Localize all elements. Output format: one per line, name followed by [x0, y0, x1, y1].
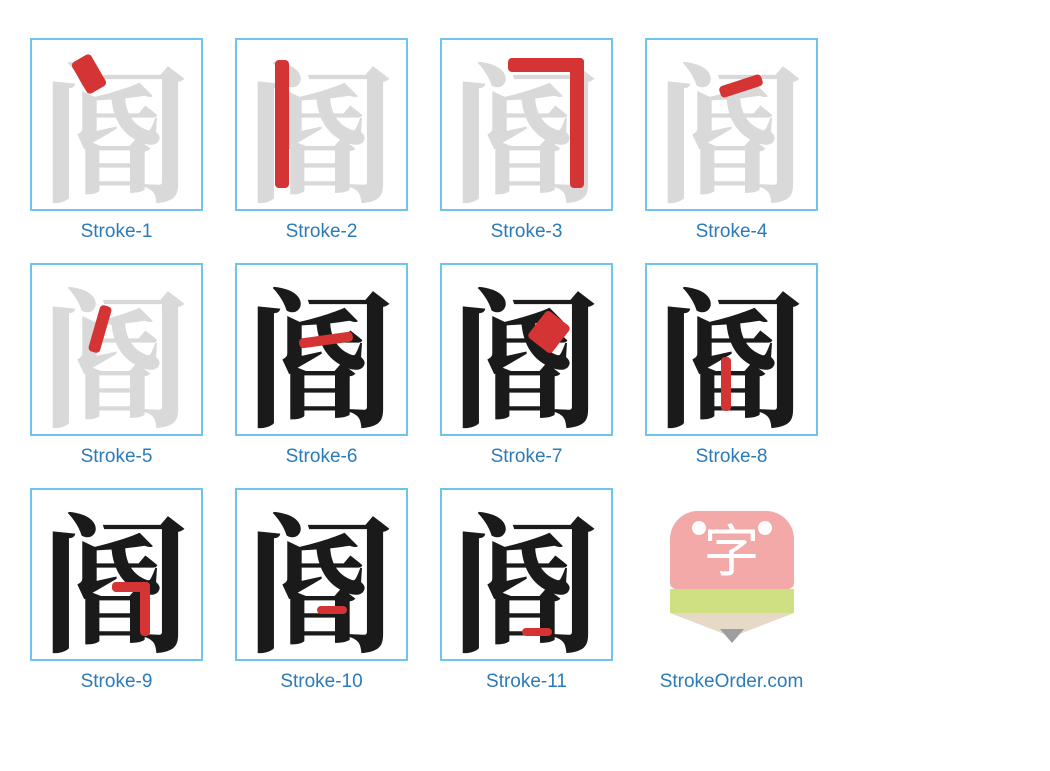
stroke-cell: 阍Stroke-9 [30, 488, 203, 693]
logo-character: 字 [704, 525, 760, 581]
stroke-cell: 阍Stroke-2 [235, 38, 408, 243]
strokeorder-logo: 字 [662, 505, 802, 645]
character-glyph: 阍 [41, 50, 191, 200]
stroke-tile: 阍 [645, 38, 818, 211]
character-glyph: 阍 [656, 275, 806, 425]
logo-pencil-lead [720, 629, 744, 643]
stroke-cell: 阍Stroke-10 [235, 488, 408, 693]
stroke-tile: 阍 [440, 263, 613, 436]
character-glyph: 阍 [451, 500, 601, 650]
stroke-tile: 阍 [235, 263, 408, 436]
stroke-cell: 阍Stroke-7 [440, 263, 613, 468]
stroke-tile: 阍 [440, 38, 613, 211]
stroke-tile: 阍 [235, 38, 408, 211]
stroke-tile: 阍 [645, 263, 818, 436]
stroke-tile: 阍 [30, 38, 203, 211]
stroke-tile: 阍 [440, 488, 613, 661]
character-glyph: 阍 [246, 275, 396, 425]
stroke-highlight [522, 628, 552, 636]
stroke-highlight [275, 60, 289, 188]
stroke-cell: 阍Stroke-1 [30, 38, 203, 243]
stroke-cell: 阍Stroke-8 [645, 263, 818, 468]
logo-pencil-body [670, 589, 794, 613]
logo-cell: 字 StrokeOrder.com [645, 488, 818, 693]
stroke-highlight [317, 606, 347, 614]
character-glyph: 阍 [451, 275, 601, 425]
character-glyph: 阍 [656, 50, 806, 200]
stroke-cell: 阍Stroke-4 [645, 38, 818, 243]
stroke-cell: 阍Stroke-3 [440, 38, 613, 243]
stroke-highlight [721, 357, 731, 411]
stroke-cell: 阍Stroke-5 [30, 263, 203, 468]
logo-tile: 字 [645, 488, 818, 661]
stroke-cell: 阍Stroke-6 [235, 263, 408, 468]
character-glyph: 阍 [246, 500, 396, 650]
logo-caption: StrokeOrder.com [660, 671, 804, 693]
stroke-tile: 阍 [30, 263, 203, 436]
logo-eraser: 字 [670, 511, 794, 589]
stroke-highlight [140, 582, 150, 636]
stroke-highlight [570, 58, 584, 188]
stroke-cell: 阍Stroke-11 [440, 488, 613, 693]
stroke-tile: 阍 [235, 488, 408, 661]
character-glyph: 阍 [41, 275, 191, 425]
stroke-tile: 阍 [30, 488, 203, 661]
character-glyph: 阍 [246, 50, 396, 200]
character-glyph: 阍 [41, 500, 191, 650]
stroke-order-grid: 阍Stroke-1阍Stroke-2阍Stroke-3阍Stroke-4阍Str… [30, 38, 1020, 693]
